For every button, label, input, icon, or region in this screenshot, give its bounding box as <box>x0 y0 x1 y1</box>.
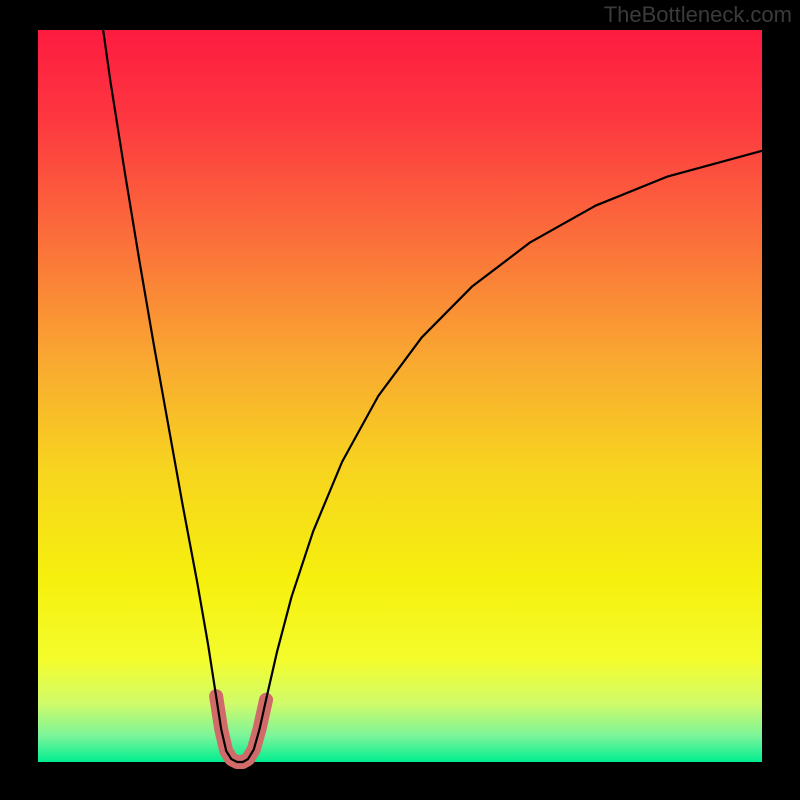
chart-root: TheBottleneck.com <box>0 0 800 800</box>
watermark-text: TheBottleneck.com <box>604 2 792 28</box>
plot-background <box>38 30 762 762</box>
chart-canvas <box>0 0 800 800</box>
